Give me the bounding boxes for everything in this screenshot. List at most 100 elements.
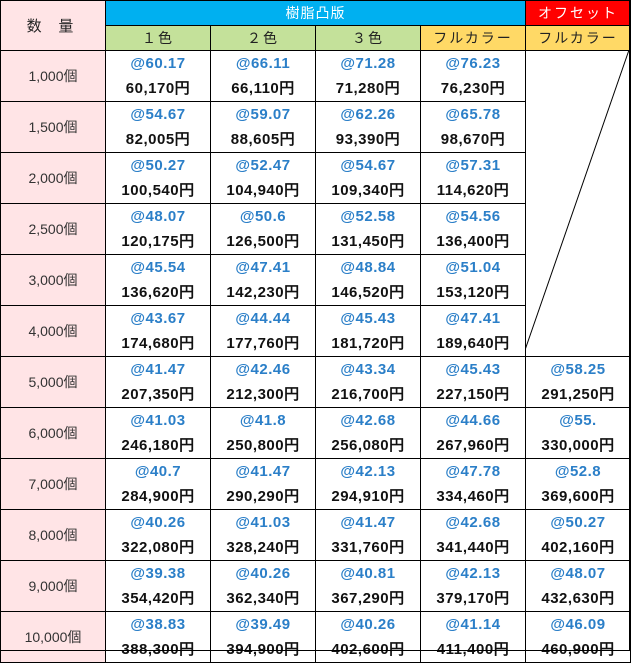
price-cell: @50.6 126,500円 [210, 203, 316, 255]
price-cell: @40.26 402,600円 [315, 611, 421, 663]
total-price: 181,720円 [331, 335, 405, 352]
unit-price: @40.26 [235, 565, 291, 582]
total-price: 246,180円 [121, 437, 195, 454]
price-cell: @44.66 267,960円 [420, 407, 526, 459]
unit-price: @40.81 [340, 565, 396, 582]
unit-price: @42.68 [445, 514, 501, 531]
price-cell: @52.8 369,600円 [525, 458, 631, 510]
total-price: 402,600円 [331, 641, 405, 658]
price-cell: @48.07 120,175円 [105, 203, 211, 255]
quantity-header: 数 量 [0, 0, 106, 51]
price-cell: @42.13 379,170円 [420, 560, 526, 612]
group-header-offset: オフセット [525, 0, 631, 26]
unit-price: @50.27 [550, 514, 606, 531]
column-header-2-color: ２色 [210, 25, 316, 51]
price-cell: @52.47 104,940円 [210, 152, 316, 204]
unit-price: @40.26 [340, 616, 396, 633]
total-price: 189,640円 [436, 335, 510, 352]
total-price: 136,620円 [121, 284, 195, 301]
unit-price: @47.41 [445, 310, 501, 327]
price-cell: @45.54 136,620円 [105, 254, 211, 306]
unit-price: @41.03 [235, 514, 291, 531]
quantity-cell: 2,500個 [0, 203, 106, 255]
price-cell: @57.31 114,620円 [420, 152, 526, 204]
total-price: 334,460円 [436, 488, 510, 505]
price-cell: @42.68 341,440円 [420, 509, 526, 561]
unit-price: @66.11 [235, 55, 291, 72]
total-price: 402,160円 [541, 539, 615, 556]
unit-price: @52.47 [235, 157, 291, 174]
total-price: 71,280円 [335, 80, 401, 97]
total-price: 174,680円 [121, 335, 195, 352]
header-row-groups: 数 量 樹脂凸版 オフセット [0, 0, 631, 51]
unit-price: @45.43 [340, 310, 396, 327]
total-price: 212,300円 [226, 386, 300, 403]
price-cell: @76.23 76,230円 [420, 50, 526, 102]
table-row: 10,000個 @38.83 388,300円 @39.49 394,900円 @40.2… [0, 611, 631, 663]
total-price: 460,900円 [541, 641, 615, 658]
price-cell: @43.67 174,680円 [105, 305, 211, 357]
offset-unavailable-cell [525, 50, 631, 357]
total-price: 146,520円 [331, 284, 405, 301]
price-cell: @42.68 256,080円 [315, 407, 421, 459]
price-cell: @66.11 66,110円 [210, 50, 316, 102]
unit-price: @42.13 [445, 565, 501, 582]
quantity-cell: 8,000個 [0, 509, 106, 561]
quantity-cell: 1,500個 [0, 101, 106, 153]
price-cell: @65.78 98,670円 [420, 101, 526, 153]
unit-price: @44.44 [235, 310, 291, 327]
unit-price: @60.17 [130, 55, 186, 72]
price-cell: @47.78 334,460円 [420, 458, 526, 510]
quantity-cell: 2,000個 [0, 152, 106, 204]
table-row: 7,000個 @40.7 284,900円 @41.47 290,290円 @42.13 2… [0, 458, 631, 510]
total-price: 60,170円 [125, 80, 191, 97]
unit-price: @39.49 [235, 616, 291, 633]
price-cell: @54.67 109,340円 [315, 152, 421, 204]
total-price: 256,080円 [331, 437, 405, 454]
price-cell: @41.8 250,800円 [210, 407, 316, 459]
table-row: 1,000個 @60.17 60,170円 @66.11 66,110円 @71.28 71… [0, 50, 631, 357]
total-price: 136,400円 [436, 233, 510, 250]
price-cell: @48.84 146,520円 [315, 254, 421, 306]
price-cell: @59.07 88,605円 [210, 101, 316, 153]
total-price: 379,170円 [436, 590, 510, 607]
quantity-cell: 10,000個 [0, 611, 106, 663]
price-cell: @41.03 328,240円 [210, 509, 316, 561]
unit-price: @48.84 [340, 259, 396, 276]
unit-price: @43.34 [340, 361, 396, 378]
unit-price: @47.78 [445, 463, 501, 480]
price-cell: @51.04 153,120円 [420, 254, 526, 306]
total-price: 93,390円 [335, 131, 401, 148]
quantity-cell: 6,000個 [0, 407, 106, 459]
price-cell: @41.47 331,760円 [315, 509, 421, 561]
price-cell: @71.28 71,280円 [315, 50, 421, 102]
table-row: 6,000個 @41.03 246,180円 @41.8 250,800円 @42.68 2… [0, 407, 631, 459]
unit-price: @41.03 [130, 412, 186, 429]
price-cell: @58.25 291,250円 [525, 356, 631, 408]
price-cell: @42.46 212,300円 [210, 356, 316, 408]
column-header-full-color-resin: フルカラー [420, 25, 526, 51]
unit-price: @48.07 [550, 565, 606, 582]
quantity-cell: 3,000個 [0, 254, 106, 306]
total-price: 290,290円 [226, 488, 300, 505]
price-cell: @46.09 460,900円 [525, 611, 631, 663]
total-price: 104,940円 [226, 182, 300, 199]
unit-price: @71.28 [340, 55, 396, 72]
quantity-cell: 4,000個 [0, 305, 106, 357]
price-cell: @45.43 181,720円 [315, 305, 421, 357]
price-cell: @54.56 136,400円 [420, 203, 526, 255]
total-price: 354,420円 [121, 590, 195, 607]
column-header-3-color: ３色 [315, 25, 421, 51]
price-cell: @38.83 388,300円 [105, 611, 211, 663]
total-price: 291,250円 [541, 386, 615, 403]
price-cell: @52.58 131,450円 [315, 203, 421, 255]
price-cell: @41.03 246,180円 [105, 407, 211, 459]
price-cell: @39.38 354,420円 [105, 560, 211, 612]
unit-price: @46.09 [550, 616, 606, 633]
unit-price: @55. [559, 412, 597, 429]
unit-price: @65.78 [445, 106, 501, 123]
quantity-cell: 7,000個 [0, 458, 106, 510]
price-cell: @44.44 177,760円 [210, 305, 316, 357]
price-cell: @62.26 93,390円 [315, 101, 421, 153]
total-price: 120,175円 [121, 233, 195, 250]
